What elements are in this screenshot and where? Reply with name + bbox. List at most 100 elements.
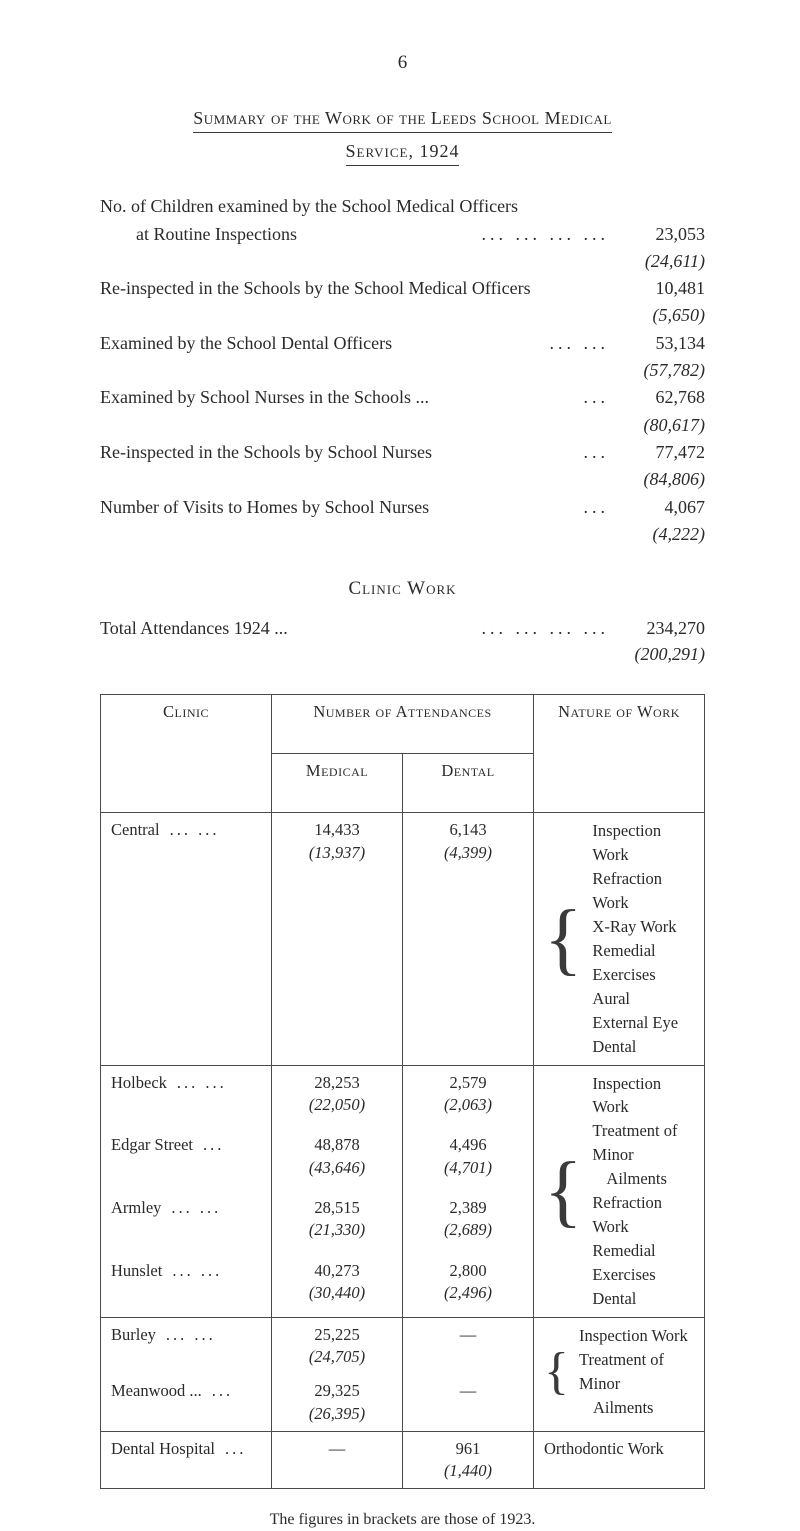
cell-dental: 2,389 (413, 1197, 523, 1219)
table-row: Holbeck... ... 28,253(22,050) 2,579(2,06… (101, 1065, 705, 1128)
stat-italic-value: (24,611) (615, 249, 705, 273)
cell-medical-prev: (22,050) (282, 1094, 392, 1116)
stat-italic-row: (24,611) (100, 249, 705, 273)
nature-brace-group: { Inspection Work Treatment of Minor Ail… (544, 1072, 694, 1311)
stat-label: Examined by the School Dental Officers (100, 331, 544, 355)
curly-brace-icon: { (544, 1151, 582, 1231)
total-italic-value: (200,291) (615, 642, 705, 666)
cell-medical: — (282, 1438, 392, 1460)
nature-item: Inspection Work (592, 819, 694, 867)
stat-row: at Routine Inspections ... ... ... ... 2… (100, 222, 705, 246)
nature-brace-group: { Inspection Work Treatment of Minor Ail… (544, 1324, 694, 1420)
nature-item: Inspection Work (592, 1072, 694, 1120)
clinic-name: Meanwood ... (111, 1381, 202, 1400)
total-value: 234,270 (615, 616, 705, 640)
stat-row: Examined by School Nurses in the Schools… (100, 385, 705, 409)
stat-italic-value: (4,222) (615, 522, 705, 546)
stat-label: Re-inspected in the Schools by School Nu… (100, 440, 578, 464)
stat-value: 23,053 (615, 222, 705, 246)
stat-row: Re-inspected in the Schools by School Nu… (100, 440, 705, 464)
curly-brace-icon: { (544, 1346, 569, 1398)
stat-label: Number of Visits to Homes by School Nurs… (100, 495, 578, 519)
nature-item: External Eye (592, 1011, 694, 1035)
stat-label: No. of Children examined by the School M… (100, 194, 705, 218)
nature-item: Ailments (579, 1396, 694, 1420)
page: 6 Summary of the Work of the Leeds Schoo… (0, 0, 800, 1342)
curly-brace-icon: { (544, 899, 582, 979)
cell-medical-prev: (24,705) (282, 1346, 392, 1368)
subtitle-wrap: Service, 1924 (100, 139, 705, 188)
cell-dental-prev: (4,399) (413, 842, 523, 864)
cell-dental-prev: (2,496) (413, 1282, 523, 1304)
cell-medical: 14,433 (282, 819, 392, 841)
th-dental: Dental (403, 754, 534, 813)
stats-block: No. of Children examined by the School M… (100, 194, 705, 546)
leader-dots: ... ... (170, 820, 220, 839)
page-subtitle: Service, 1924 (346, 139, 460, 166)
cell-medical-prev: (30,440) (282, 1282, 392, 1304)
nature-item: Refraction Work (592, 867, 694, 915)
cell-medical: 28,515 (282, 1197, 392, 1219)
clinic-name: Dental Hospital (111, 1439, 215, 1458)
nature-item: Dental (592, 1035, 694, 1059)
stat-value: 62,768 (615, 385, 705, 409)
nature-item: Inspection Work (579, 1324, 694, 1348)
cell-dental: — (413, 1324, 523, 1346)
leader-dots: ... ... ... ... (482, 616, 610, 640)
stat-row: Number of Visits to Homes by School Nurs… (100, 495, 705, 519)
stat-italic-row: (4,222) (100, 522, 705, 546)
clinic-name: Holbeck (111, 1073, 167, 1092)
stat-label: Re-inspected in the Schools by the Schoo… (100, 276, 615, 300)
stat-value: 10,481 (615, 276, 705, 300)
cell-dental: 2,579 (413, 1072, 523, 1094)
nature-item: Dental (592, 1287, 694, 1311)
nature-item: Refraction Work (592, 1191, 694, 1239)
table-row: Central ... ... 14,433 (13,937) 6,143 (4,… (101, 813, 705, 1065)
cell-medical-prev: (13,937) (282, 842, 392, 864)
cell-medical-prev: (26,395) (282, 1403, 392, 1425)
th-attendances: Number of Attendances (272, 695, 534, 754)
total-row: Total Attendances 1924 ... ... ... ... .… (100, 616, 705, 640)
page-title: Summary of the Work of the Leeds School … (193, 106, 612, 133)
nature-item: Orthodontic Work (544, 1439, 664, 1458)
stat-value: 77,472 (615, 440, 705, 464)
cell-dental: 961 (413, 1438, 523, 1460)
clinic-name: Burley (111, 1325, 156, 1344)
stat-italic-value: (5,650) (615, 303, 705, 327)
cell-dental: 6,143 (413, 819, 523, 841)
nature-item: Ailments (592, 1167, 694, 1191)
cell-dental: 4,496 (413, 1134, 523, 1156)
table-row: Burley... ... 25,225(24,705) — { Inspect… (101, 1317, 705, 1374)
footnote: The figures in brackets are those of 192… (100, 1509, 705, 1531)
clinic-name: Edgar Street (111, 1135, 193, 1154)
cell-medical-prev: (21,330) (282, 1219, 392, 1241)
nature-brace-group: { Inspection Work Refraction Work X-Ray … (544, 819, 694, 1058)
page-number: 6 (100, 50, 705, 76)
cell-dental-prev: (2,063) (413, 1094, 523, 1116)
stat-value: 53,134 (615, 331, 705, 355)
cell-medical: 28,253 (282, 1072, 392, 1094)
leader-dots: ... (584, 495, 610, 519)
leader-dots: ... (584, 385, 610, 409)
stat-row: No. of Children examined by the School M… (100, 194, 705, 218)
clinic-name: Central (111, 820, 160, 839)
stat-italic-row: (80,617) (100, 413, 705, 437)
nature-item: Treatment of Minor (592, 1119, 694, 1167)
nature-item: Remedial Exercises (592, 939, 694, 987)
cell-dental: 2,800 (413, 1260, 523, 1282)
cell-medical: 29,325 (282, 1380, 392, 1402)
stat-italic-value: (84,806) (615, 467, 705, 491)
cell-medical: 25,225 (282, 1324, 392, 1346)
leader-dots: ... (584, 440, 610, 464)
cell-medical: 48,878 (282, 1134, 392, 1156)
cell-medical-prev: (43,646) (282, 1157, 392, 1179)
cell-dental-prev: (1,440) (413, 1460, 523, 1482)
title-wrap: Summary of the Work of the Leeds School … (100, 106, 705, 139)
leader-dots: ... ... ... ... (482, 222, 610, 246)
clinic-name: Armley (111, 1198, 161, 1217)
nature-item: Aural (592, 987, 694, 1011)
stat-value: 4,067 (615, 495, 705, 519)
nature-item: X-Ray Work (592, 915, 694, 939)
stat-label: Examined by School Nurses in the Schools… (100, 385, 578, 409)
stat-italic-row: (84,806) (100, 467, 705, 491)
